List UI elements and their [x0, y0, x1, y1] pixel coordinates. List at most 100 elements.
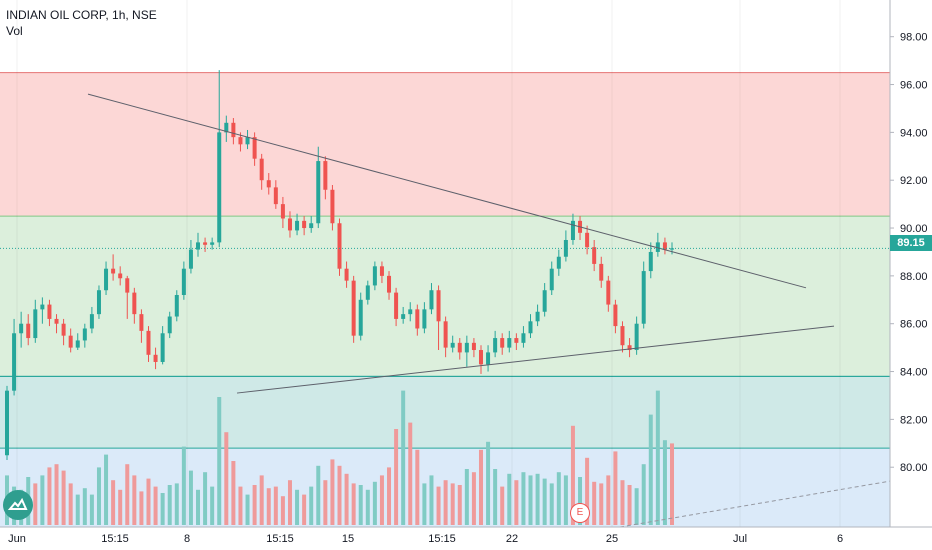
- volume-bar: [662, 440, 667, 525]
- volume-bar: [330, 459, 335, 525]
- volume-bar: [408, 422, 413, 525]
- price-tick-label: 98.00: [900, 32, 928, 44]
- time-tick-label: 25: [606, 533, 618, 545]
- volume-bar: [231, 461, 236, 525]
- price-tick-label: 86.00: [900, 319, 928, 331]
- volume-bar: [379, 475, 384, 525]
- volume-bar: [549, 483, 554, 525]
- drawn-trendlines[interactable]: [0, 93, 932, 528]
- volume-bar: [634, 488, 639, 525]
- price-tick-label: 90.00: [900, 223, 928, 235]
- candle-body: [104, 268, 109, 291]
- last-price-badge: 89.15: [890, 235, 932, 251]
- volume-bar: [238, 486, 243, 525]
- time-tick-label: 15:15: [266, 533, 294, 545]
- candle-body: [252, 137, 257, 159]
- candle-body: [217, 132, 222, 243]
- candle-body: [372, 266, 377, 286]
- volume-bar: [316, 465, 321, 525]
- volume-bar: [118, 489, 123, 525]
- zone-red: [0, 72, 890, 217]
- candle-body: [464, 342, 469, 353]
- candle-body: [139, 314, 144, 331]
- candlesticks: [5, 70, 674, 461]
- volume-bar: [174, 483, 179, 525]
- time-tick-label: Jul: [733, 533, 747, 545]
- volume-bar: [181, 446, 186, 525]
- price-tick-label: 80.00: [900, 462, 928, 474]
- candle-body: [146, 330, 151, 355]
- volume-bar: [394, 429, 399, 525]
- volume-bar: [535, 473, 540, 525]
- candle-body: [47, 304, 52, 319]
- volume-bar: [160, 493, 165, 525]
- volume-bar: [436, 486, 441, 525]
- tradingview-logo-icon[interactable]: [3, 490, 33, 520]
- volume-bar: [471, 472, 476, 525]
- candle-body: [167, 316, 172, 334]
- candle-body: [316, 161, 321, 224]
- candle-body: [592, 247, 597, 264]
- candle-body: [302, 220, 307, 229]
- candle-body: [670, 248, 674, 250]
- candle-body: [238, 137, 243, 145]
- price-tick-label: 84.00: [900, 367, 928, 379]
- candle-body: [358, 299, 363, 336]
- candle-body: [457, 342, 462, 353]
- candle-body: [408, 309, 413, 315]
- candle-body: [415, 309, 420, 329]
- candle-body: [570, 220, 575, 240]
- volume-bar: [387, 467, 392, 525]
- time-axis-bg: [0, 527, 932, 550]
- volume-bar: [125, 464, 130, 525]
- volume-bar: [500, 486, 505, 525]
- volume-bar: [655, 390, 660, 525]
- price-tick-label: 96.00: [900, 80, 928, 92]
- candle-body: [33, 309, 38, 339]
- volume-bar: [570, 425, 575, 525]
- candle-body: [153, 354, 158, 362]
- volume-bar: [578, 477, 583, 525]
- candle-body: [528, 321, 533, 334]
- time-axis[interactable]: Jun 15:15 8 15:15 15 15:15 22 25 Jul 6: [0, 526, 932, 550]
- candle-body: [556, 256, 561, 269]
- volume-bar: [358, 485, 363, 525]
- volume-bar: [493, 469, 498, 525]
- volume-bar: [429, 475, 434, 525]
- volume-bar: [167, 485, 172, 525]
- volume-bar: [464, 469, 469, 525]
- candle-body: [203, 242, 208, 245]
- descending-trendline: [87, 93, 807, 289]
- candle-body: [535, 311, 540, 322]
- candle-body: [344, 268, 349, 281]
- symbol-title[interactable]: INDIAN OIL CORP, 1h, NSE: [6, 8, 157, 22]
- volume-bar: [372, 481, 377, 525]
- candle-body: [12, 333, 17, 391]
- volume-bar: [592, 481, 597, 525]
- candle-body: [132, 292, 137, 315]
- volume-bar: [47, 467, 52, 525]
- earnings-event-icon[interactable]: E: [570, 503, 590, 523]
- volume-bar: [111, 480, 116, 525]
- candle-body: [323, 161, 328, 190]
- volume-bar: [139, 491, 144, 525]
- candle-body: [365, 285, 370, 300]
- chart-grid: [16, 0, 841, 527]
- volume-bar: [670, 443, 674, 525]
- candle-body: [521, 333, 526, 343]
- candle-body: [287, 218, 292, 231]
- volume-bar: [196, 489, 201, 525]
- volume-bars: [5, 390, 674, 525]
- volume-bar: [33, 483, 38, 525]
- price-axis[interactable]: 98.00 96.00 94.00 92.00 90.00 88.00 86.00 84.00…: [889, 0, 932, 550]
- candle-body: [273, 187, 278, 205]
- price-tick-label: 94.00: [900, 127, 928, 139]
- candle-body: [549, 268, 554, 291]
- candle-body: [599, 263, 604, 281]
- candle-body: [641, 271, 646, 324]
- volume-bar: [486, 441, 491, 525]
- candle-body: [394, 292, 399, 319]
- volume-bar: [599, 483, 604, 525]
- candle-body: [655, 242, 660, 252]
